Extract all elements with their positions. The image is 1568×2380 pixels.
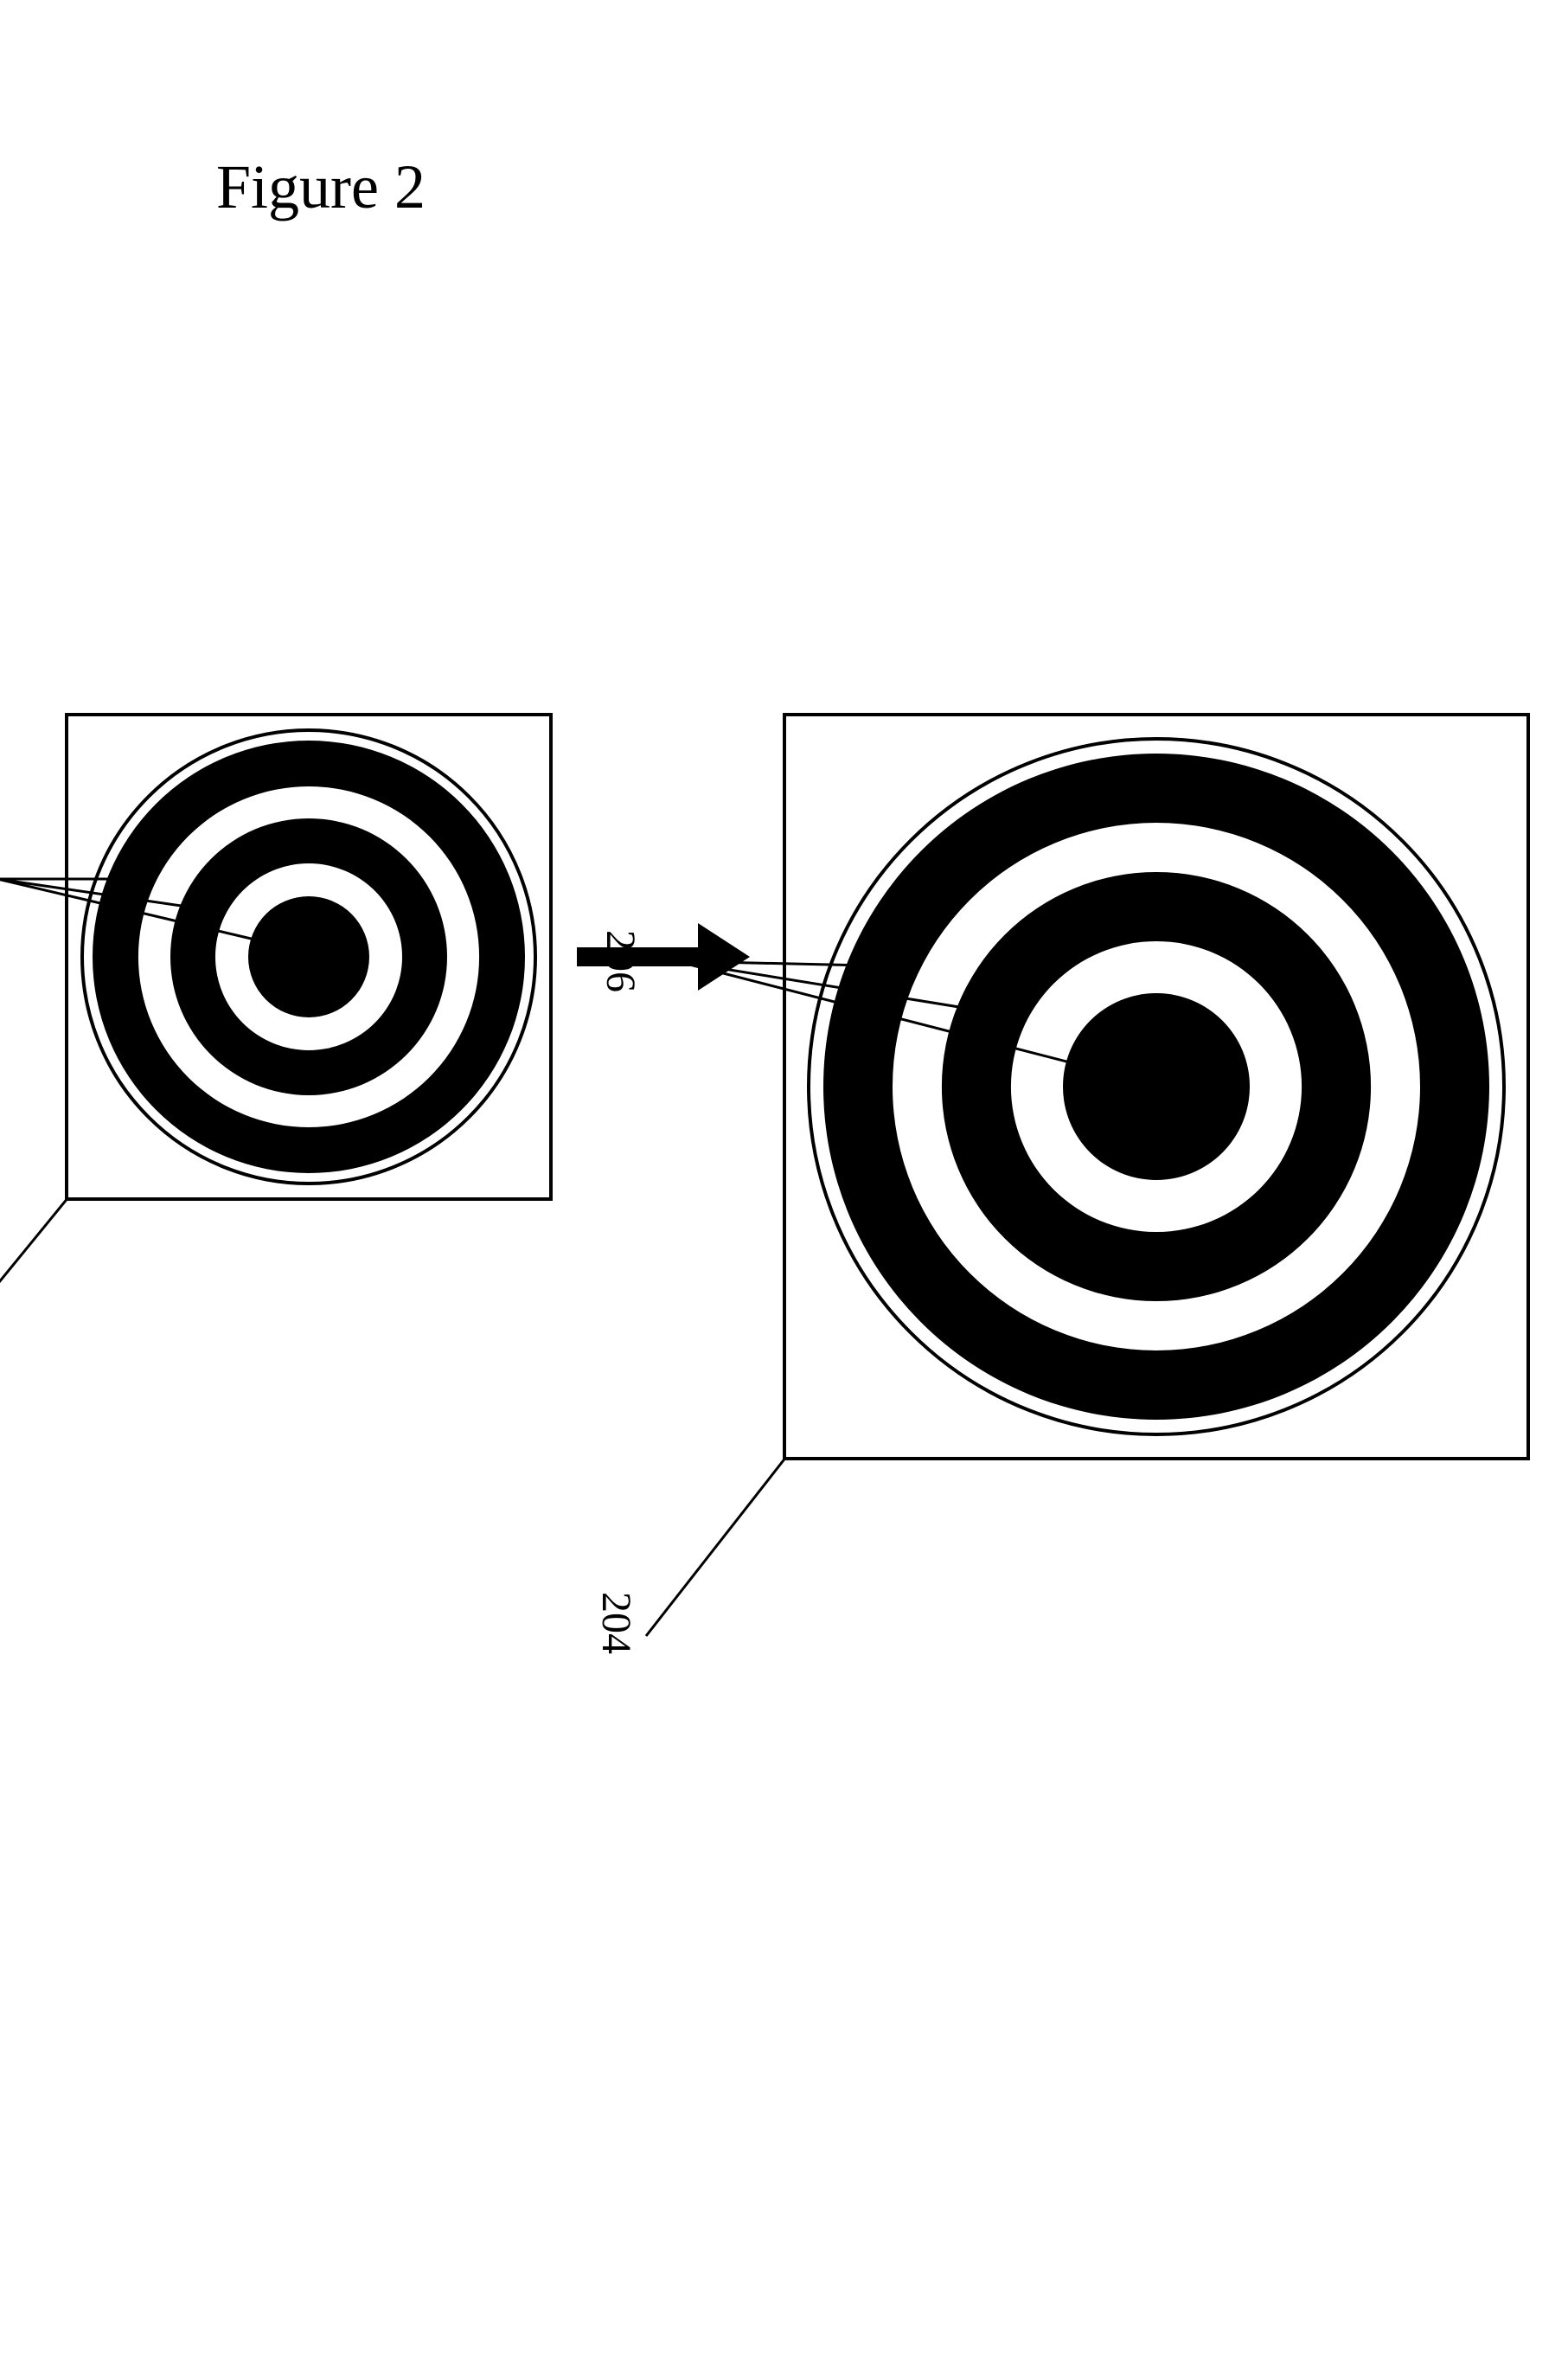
panel-small-ring-0 [248, 896, 369, 1017]
page: Figure 2 202200206204 [0, 0, 1568, 2380]
panel-large: 206204 [593, 715, 1528, 1654]
figure-svg: 202200206204 [0, 628, 1568, 1753]
panel-small-panel-leader [0, 1197, 68, 1325]
figure-diagram: 202200206204 [0, 628, 1568, 1753]
figure-title: Figure 2 [216, 151, 426, 223]
panel-large-panel-ref-label: 204 [593, 1592, 639, 1654]
panel-large-ring-0 [1063, 993, 1250, 1180]
panel-small: 202200 [0, 715, 551, 1347]
panel-large-panel-leader [646, 1457, 786, 1636]
